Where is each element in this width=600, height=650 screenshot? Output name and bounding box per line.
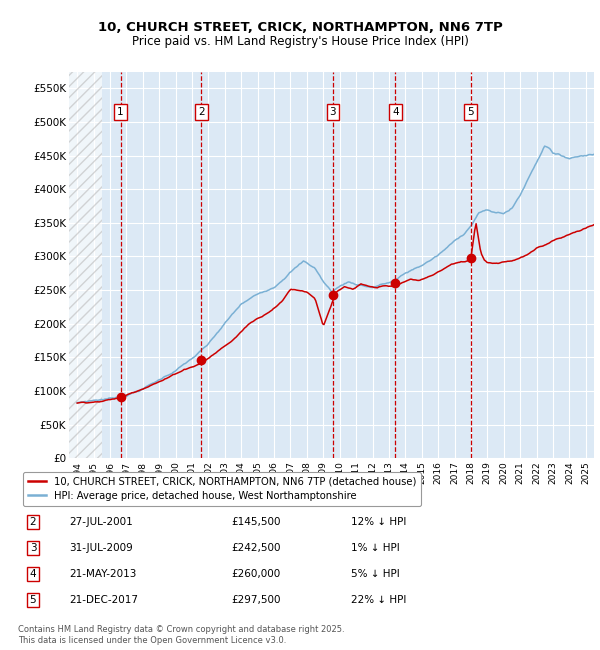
- Text: 4: 4: [392, 107, 398, 117]
- Text: 4: 4: [29, 569, 37, 579]
- Text: 27-JUL-2001: 27-JUL-2001: [69, 517, 133, 527]
- Legend: 10, CHURCH STREET, CRICK, NORTHAMPTON, NN6 7TP (detached house), HPI: Average pr: 10, CHURCH STREET, CRICK, NORTHAMPTON, N…: [23, 472, 421, 506]
- Text: Contains HM Land Registry data © Crown copyright and database right 2025.
This d: Contains HM Land Registry data © Crown c…: [18, 625, 344, 645]
- Text: 21-DEC-2017: 21-DEC-2017: [69, 595, 138, 605]
- Text: £91,000: £91,000: [231, 491, 274, 501]
- Text: 3: 3: [329, 107, 336, 117]
- Text: 2: 2: [198, 107, 205, 117]
- Text: 1: 1: [29, 491, 37, 501]
- Text: £145,500: £145,500: [231, 517, 281, 527]
- Text: 31-JUL-2009: 31-JUL-2009: [69, 543, 133, 553]
- Text: 5% ↓ HPI: 5% ↓ HPI: [351, 569, 400, 579]
- Text: £297,500: £297,500: [231, 595, 281, 605]
- Text: Price paid vs. HM Land Registry's House Price Index (HPI): Price paid vs. HM Land Registry's House …: [131, 35, 469, 48]
- Text: 23-AUG-1996: 23-AUG-1996: [69, 491, 139, 501]
- Text: £260,000: £260,000: [231, 569, 280, 579]
- Bar: [69, 72, 102, 458]
- Text: 21-MAY-2013: 21-MAY-2013: [69, 569, 136, 579]
- Text: 10, CHURCH STREET, CRICK, NORTHAMPTON, NN6 7TP: 10, CHURCH STREET, CRICK, NORTHAMPTON, N…: [98, 21, 502, 34]
- Text: 5: 5: [467, 107, 474, 117]
- Text: 12% ↓ HPI: 12% ↓ HPI: [351, 517, 406, 527]
- Text: 5: 5: [29, 595, 37, 605]
- Text: 1% ↓ HPI: 1% ↓ HPI: [351, 543, 400, 553]
- Text: 3% ↑ HPI: 3% ↑ HPI: [351, 491, 400, 501]
- Text: 3: 3: [29, 543, 37, 553]
- Text: £242,500: £242,500: [231, 543, 281, 553]
- Text: 1: 1: [117, 107, 124, 117]
- Text: 22% ↓ HPI: 22% ↓ HPI: [351, 595, 406, 605]
- Text: 2: 2: [29, 517, 37, 527]
